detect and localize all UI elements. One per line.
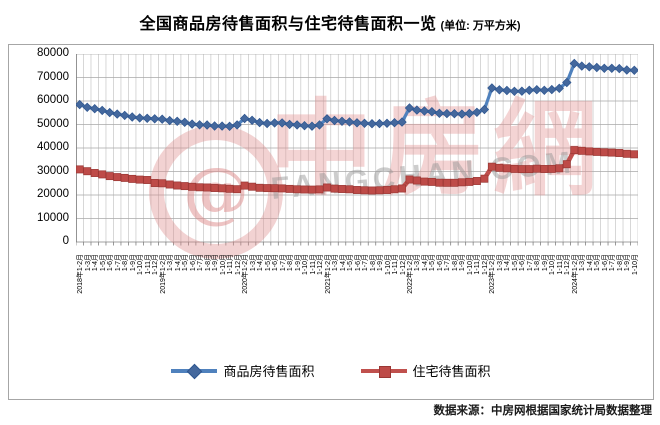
y-tick-label: 70000 (37, 70, 69, 83)
y-tick-label: 10000 (37, 211, 69, 224)
legend-label-residential: 住宅待售面积 (412, 364, 491, 379)
y-tick-label: 0 (62, 235, 69, 247)
x-axis-labels: 2018年1-2月 1-3月 1-4月 1-5月 1-6月 1-7月 1-8月 1-9月 1-1… (76, 248, 639, 353)
y-tick-label: 60000 (37, 94, 69, 106)
chart-frame: @ 中房網 FANGCHAN.COM 0 10000 20000 30000 40000… (8, 44, 654, 400)
series-layer (76, 58, 638, 195)
y-tick-label: 30000 (37, 164, 69, 177)
x-tick-label: 1-10月 (631, 254, 639, 276)
commercial-series-marker-icon (171, 362, 218, 380)
legend-label-commercial: 商品房待售面积 (223, 364, 315, 379)
legend-item-residential: 住宅待售面积 (360, 361, 491, 380)
legend: 商品房待售面积 住宅待售面积 (9, 361, 653, 380)
y-tick-label: 50000 (37, 117, 69, 130)
grid-layer (76, 54, 638, 246)
residential-series-marker-icon (360, 362, 407, 380)
legend-item-commercial: 商品房待售面积 (171, 361, 315, 380)
y-tick-label: 20000 (37, 188, 69, 200)
y-tick-label: 40000 (37, 141, 69, 153)
y-axis-labels: 0 10000 20000 30000 40000 50000 60000 70000 8000… (9, 45, 73, 255)
chart-title: 全国商品房待售面积与住宅待售面积一览 (139, 16, 437, 33)
y-tick-label: 80000 (37, 47, 69, 59)
chart-unit-label: (单位: 万平方米) (440, 20, 521, 32)
page-title: 全国商品房待售面积与住宅待售面积一览 (单位: 万平方米) (0, 10, 660, 34)
source-note: 数据来源：中房网根据国家统计局数据整理 (433, 405, 653, 417)
